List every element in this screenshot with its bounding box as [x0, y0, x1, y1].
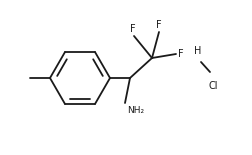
- Text: NH₂: NH₂: [127, 106, 144, 115]
- Text: F: F: [130, 24, 135, 34]
- Text: F: F: [177, 49, 183, 59]
- Text: H: H: [194, 46, 201, 56]
- Text: Cl: Cl: [207, 81, 217, 91]
- Text: F: F: [155, 20, 161, 30]
